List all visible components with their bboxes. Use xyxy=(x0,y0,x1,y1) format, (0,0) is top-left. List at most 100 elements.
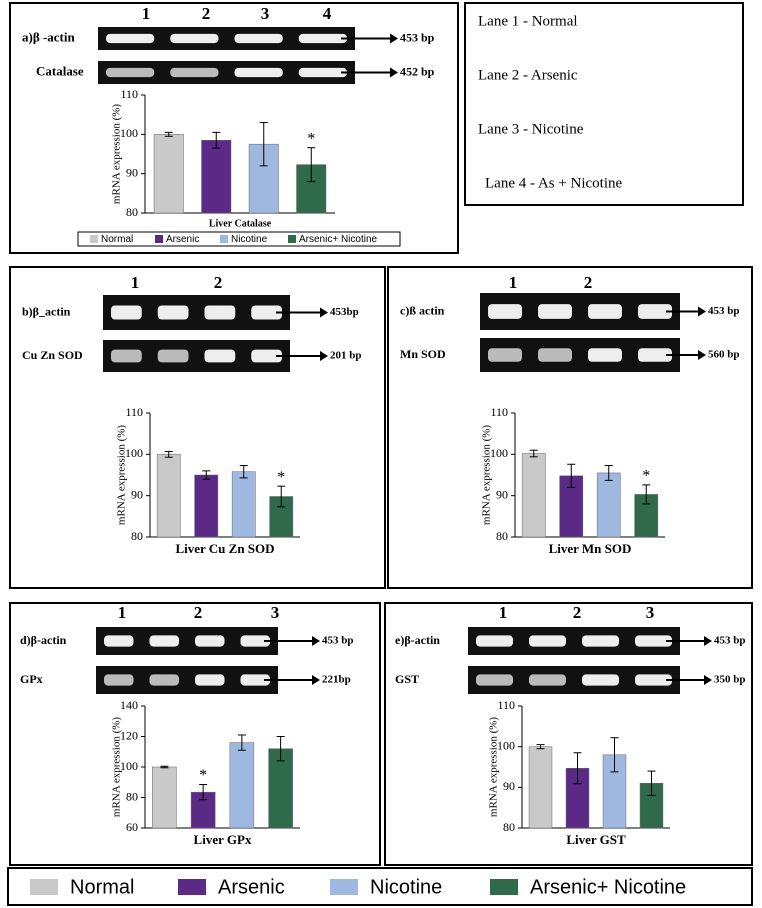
bar xyxy=(194,474,219,538)
legend-swatch xyxy=(490,879,518,895)
lane-key-item: Lane 2 - Arsenic xyxy=(478,67,578,83)
gel-band xyxy=(582,674,619,686)
legend-label: Normal xyxy=(70,876,134,898)
y-tick-label: 100 xyxy=(120,126,138,140)
y-tick-label: 90 xyxy=(131,487,143,501)
gel-band xyxy=(476,635,513,647)
lane-number: 2 xyxy=(214,273,223,292)
y-axis-label: mRNA expression (%) xyxy=(111,104,123,205)
panel-label: c) xyxy=(400,303,409,317)
gel-band xyxy=(104,635,134,647)
y-tick-label: 100 xyxy=(120,759,138,773)
y-axis-label: mRNA expression (%) xyxy=(488,717,500,818)
gel-band xyxy=(157,305,189,320)
legend-swatch xyxy=(330,879,358,895)
gel-band xyxy=(476,674,513,686)
arrow-head xyxy=(320,351,328,361)
gel-band xyxy=(251,305,282,320)
gel-row-label: GPx xyxy=(20,672,43,686)
bar xyxy=(596,472,621,538)
gel-band xyxy=(488,304,522,319)
panel-box xyxy=(387,266,753,589)
inner-legend-label: Arsenic xyxy=(166,234,199,245)
y-tick-label: 110 xyxy=(497,698,515,712)
gel-band xyxy=(488,348,522,362)
gel-row-label: Catalase xyxy=(36,63,84,78)
lane-number: 1 xyxy=(499,603,508,622)
bar xyxy=(528,746,553,829)
gel-band xyxy=(106,67,155,78)
arrow-head xyxy=(390,67,398,78)
gel-band xyxy=(111,305,142,320)
significance-mark: * xyxy=(277,469,285,486)
arrow-head xyxy=(320,307,328,318)
y-tick-label: 110 xyxy=(125,405,143,419)
legend-label: Arsenic xyxy=(218,876,285,898)
inner-legend-label: Normal xyxy=(101,234,133,245)
y-axis-label: mRNA expression (%) xyxy=(481,425,493,526)
lane-number: 2 xyxy=(194,603,203,622)
bar xyxy=(521,453,546,538)
band-size: 452 bp xyxy=(400,64,435,78)
y-tick-label: 90 xyxy=(496,487,508,501)
gel-band xyxy=(149,635,179,647)
panel-box xyxy=(9,602,381,866)
band-size: 201 bp xyxy=(330,350,362,362)
band-size: 560 bp xyxy=(708,349,740,361)
gel-row-name: β_actin xyxy=(33,304,71,318)
band-size: 453bp xyxy=(330,306,359,318)
gel-row-label: b)β_actin xyxy=(22,304,71,318)
gel-band xyxy=(240,635,270,647)
y-tick-label: 80 xyxy=(126,789,138,803)
gel-band xyxy=(195,635,225,647)
inner-legend-swatch xyxy=(90,235,98,243)
gel-band xyxy=(195,674,225,686)
inner-legend-swatch xyxy=(155,235,163,243)
gel-row-name: ß actin xyxy=(409,303,444,317)
gel-band xyxy=(170,67,219,78)
gel-row-label: c)ß actin xyxy=(400,303,445,317)
bar xyxy=(152,766,177,829)
y-tick-label: 110 xyxy=(490,405,508,419)
significance-mark: * xyxy=(642,468,650,485)
gel-band xyxy=(104,674,134,686)
lane-number: 1 xyxy=(142,4,151,23)
lane-key-item: Lane 1 - Normal xyxy=(478,13,578,29)
band-size: 453 bp xyxy=(322,635,354,647)
panel-box xyxy=(9,2,459,254)
band-size: 453 bp xyxy=(400,30,435,44)
x-axis-label: Liver Cu Zn SOD xyxy=(175,541,274,556)
inner-legend-box xyxy=(77,231,401,247)
legend-label: Arsenic+ Nicotine xyxy=(530,876,686,898)
gel-band xyxy=(298,33,347,44)
gel-band xyxy=(251,349,282,363)
inner-legend-label: Nicotine xyxy=(231,234,268,245)
gel-band xyxy=(111,349,142,363)
gel-row-name: GPx xyxy=(20,672,43,686)
lane-number: 1 xyxy=(131,273,140,292)
inner-legend-swatch xyxy=(220,235,228,243)
gel-row-name: β-actin xyxy=(404,633,440,647)
panel-label: e) xyxy=(395,633,404,647)
y-tick-label: 90 xyxy=(503,779,515,793)
y-tick-label: 100 xyxy=(490,446,508,460)
y-tick-label: 80 xyxy=(126,205,138,219)
lane-key-item: Lane 3 - Nicotine xyxy=(478,121,584,137)
x-axis-label: Liver GPx xyxy=(194,832,252,847)
gel-band xyxy=(588,348,622,362)
gel-row-name: Mn SOD xyxy=(400,347,446,361)
bar xyxy=(268,748,293,829)
legend-swatch xyxy=(30,879,58,895)
band-size: 453 bp xyxy=(708,305,740,317)
y-tick-label: 120 xyxy=(120,728,138,742)
gel-band xyxy=(635,635,672,647)
gel-band xyxy=(234,33,283,44)
gel-band xyxy=(204,305,236,320)
arrow-head xyxy=(704,675,712,685)
panel-box xyxy=(384,602,753,866)
arrow-head xyxy=(704,636,712,646)
lane-key-item: Lane 4 - As + Nicotine xyxy=(485,175,623,191)
y-tick-label: 140 xyxy=(120,698,138,712)
panel-label: d) xyxy=(20,633,31,647)
